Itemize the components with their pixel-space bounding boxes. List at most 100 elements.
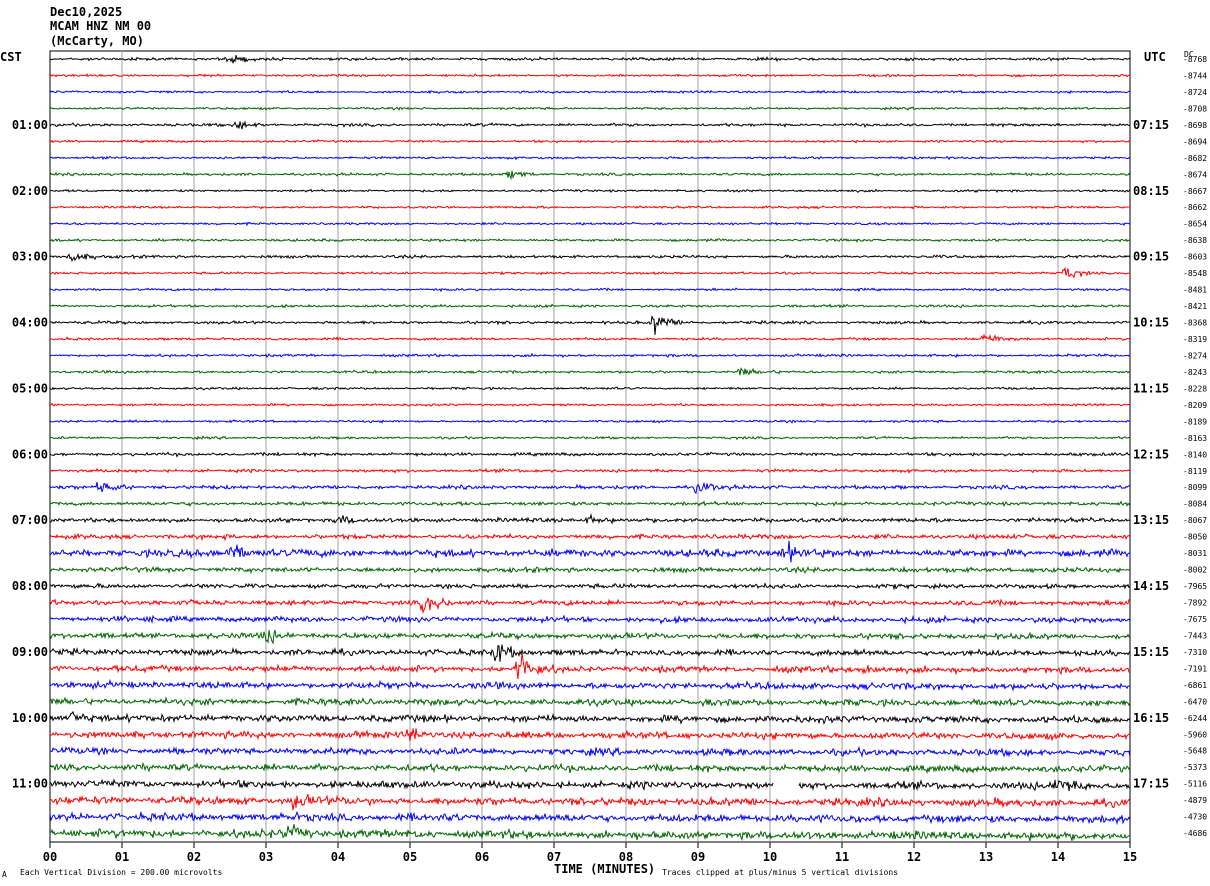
location-title: (McCarty, MO) bbox=[50, 34, 144, 48]
trace-41 bbox=[49, 728, 1131, 742]
dc-offset-label-11: -8638 bbox=[1183, 236, 1207, 245]
trace-2 bbox=[49, 89, 1131, 95]
right-hour-label-8: 15:15 bbox=[1133, 645, 1169, 659]
trace-8 bbox=[49, 188, 1131, 194]
dc-offset-label-45: -4879 bbox=[1183, 796, 1207, 805]
x-tick-label-03: 03 bbox=[259, 850, 273, 864]
x-tick-label-15: 15 bbox=[1123, 850, 1137, 864]
right-timezone-label: UTC bbox=[1144, 50, 1166, 64]
right-hour-label-10: 17:15 bbox=[1133, 777, 1169, 791]
x-tick-label-01: 01 bbox=[115, 850, 129, 864]
dc-offset-label-47: -4686 bbox=[1183, 829, 1207, 838]
trace-44 bbox=[49, 777, 1131, 792]
trace-16 bbox=[49, 315, 1131, 335]
dc-offset-label-4: -8698 bbox=[1183, 121, 1207, 130]
trace-42 bbox=[49, 745, 1131, 759]
right-hour-label-7: 14:15 bbox=[1133, 579, 1169, 593]
x-tick-label-06: 06 bbox=[475, 850, 489, 864]
dc-offset-label-7: -8674 bbox=[1183, 170, 1207, 179]
left-hour-label-9: 10:00 bbox=[12, 711, 48, 725]
minute-gridlines bbox=[121, 51, 1059, 842]
trace-28 bbox=[49, 513, 1131, 525]
dc-offset-label-28: -8067 bbox=[1183, 516, 1207, 525]
dc-offset-label-20: -8228 bbox=[1183, 384, 1207, 393]
trace-18 bbox=[49, 352, 1131, 359]
trace-13 bbox=[49, 266, 1131, 279]
trace-3 bbox=[49, 106, 1131, 111]
hour-labels: 01:00 02:00 03:00 04:00 05:00 06:00 07:00 08:00… bbox=[12, 118, 1169, 791]
dc-offset-label-25: -8119 bbox=[1183, 467, 1207, 476]
trace-46 bbox=[49, 810, 1131, 826]
left-hour-label-5: 06:00 bbox=[12, 447, 48, 461]
trace-6 bbox=[49, 155, 1131, 161]
x-tick-label-13: 13 bbox=[979, 850, 993, 864]
x-tick-label-02: 02 bbox=[187, 850, 201, 864]
dc-offset-label-27: -8084 bbox=[1183, 500, 1207, 509]
dc-offset-label-15: -8421 bbox=[1183, 302, 1207, 311]
trace-35 bbox=[49, 629, 1131, 645]
dc-header-label: DC bbox=[1184, 50, 1194, 59]
trace-36 bbox=[49, 644, 1131, 662]
left-hour-label-10: 11:00 bbox=[12, 777, 48, 791]
seismic-traces bbox=[49, 55, 1131, 842]
dc-offset-label-46: -4730 bbox=[1183, 813, 1207, 822]
dc-offset-label-38: -6861 bbox=[1183, 681, 1207, 690]
left-hour-label-7: 08:00 bbox=[12, 579, 48, 593]
x-tick-label-04: 04 bbox=[331, 850, 345, 864]
trace-5 bbox=[49, 139, 1131, 144]
trace-14 bbox=[49, 287, 1131, 293]
date-title: Dec10,2025 bbox=[50, 5, 123, 19]
dc-offset-label-2: -8724 bbox=[1183, 88, 1207, 97]
right-hour-label-9: 16:15 bbox=[1133, 711, 1169, 725]
division-note: Each Vertical Division = 200.00 microvol… bbox=[20, 868, 223, 877]
trace-47 bbox=[49, 824, 1131, 842]
dc-offset-label-13: -8548 bbox=[1183, 269, 1207, 278]
dc-offset-label-0: -8768 bbox=[1183, 55, 1207, 64]
trace-24 bbox=[49, 451, 1131, 458]
trace-4 bbox=[49, 120, 1131, 130]
station-title: MCAM HNZ NM 00 bbox=[50, 19, 152, 33]
dc-offset-label-9: -8662 bbox=[1183, 203, 1207, 212]
dc-offset-label-26: -8099 bbox=[1183, 483, 1207, 492]
left-timezone-label: CST bbox=[0, 50, 22, 64]
trace-19 bbox=[49, 367, 1131, 376]
dc-offset-label-39: -6470 bbox=[1183, 697, 1207, 706]
trace-27 bbox=[49, 500, 1131, 508]
left-hour-label-4: 05:00 bbox=[12, 381, 48, 395]
dc-offset-label-35: -7443 bbox=[1183, 631, 1207, 640]
dc-offset-label-36: -7310 bbox=[1183, 648, 1207, 657]
dc-offset-label-30: -8031 bbox=[1183, 549, 1207, 558]
dc-offset-label-23: -8163 bbox=[1183, 434, 1207, 443]
dc-offset-label-41: -5960 bbox=[1183, 730, 1207, 739]
trace-40 bbox=[49, 710, 1131, 726]
dc-offset-label-16: -8368 bbox=[1183, 319, 1207, 328]
clip-note: Traces clipped at plus/minus 5 vertical … bbox=[662, 868, 899, 877]
x-tick-label-12: 12 bbox=[907, 850, 921, 864]
right-hour-label-2: 09:15 bbox=[1133, 250, 1169, 264]
dc-offset-label-33: -7892 bbox=[1183, 599, 1207, 608]
dc-offset-label-24: -8140 bbox=[1183, 450, 1207, 459]
dc-offset-label-10: -8654 bbox=[1183, 220, 1207, 229]
dc-offset-label-6: -8682 bbox=[1183, 154, 1207, 163]
trace-10 bbox=[49, 221, 1131, 227]
trace-32 bbox=[49, 582, 1131, 591]
trace-30 bbox=[49, 540, 1131, 563]
right-hour-label-5: 12:15 bbox=[1133, 447, 1169, 461]
trace-43 bbox=[49, 761, 1131, 774]
x-tick-label-05: 05 bbox=[403, 850, 417, 864]
trace-25 bbox=[49, 467, 1131, 474]
trace-12 bbox=[49, 252, 1131, 263]
x-tick-label-09: 09 bbox=[691, 850, 705, 864]
trace-0 bbox=[49, 55, 1131, 64]
right-hour-label-0: 07:15 bbox=[1133, 118, 1169, 132]
trace-37 bbox=[49, 652, 1131, 680]
x-tick-label-14: 14 bbox=[1051, 850, 1065, 864]
x-tick-label-08: 08 bbox=[619, 850, 633, 864]
dc-offset-label-22: -8189 bbox=[1183, 417, 1207, 426]
x-tick-label-07: 07 bbox=[547, 850, 561, 864]
trace-11 bbox=[49, 237, 1131, 243]
right-hour-label-6: 13:15 bbox=[1133, 513, 1169, 527]
right-hour-label-4: 11:15 bbox=[1133, 381, 1169, 395]
dc-offset-label-1: -8744 bbox=[1183, 71, 1207, 80]
